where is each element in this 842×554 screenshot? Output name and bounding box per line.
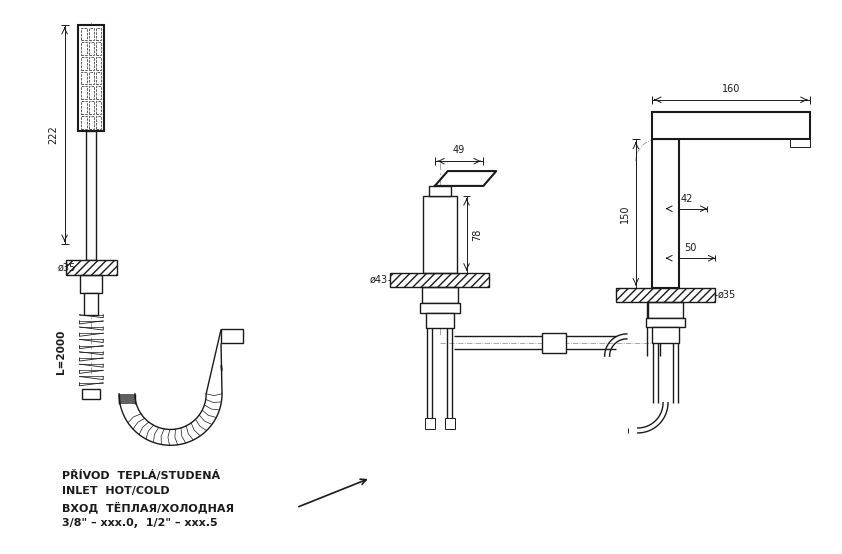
Bar	[96, 28, 101, 40]
Text: ВХОД  ТЁПЛАЯ/ХОЛОДНАЯ: ВХОД ТЁПЛАЯ/ХОЛОДНАЯ	[61, 502, 233, 514]
Bar	[82, 42, 87, 55]
Bar	[647, 302, 684, 317]
Bar	[96, 57, 101, 70]
Text: 50: 50	[684, 243, 696, 253]
Bar	[82, 101, 87, 114]
Bar	[88, 28, 94, 40]
Text: 3/8" – xxx.0,  1/2" – xxx.5: 3/8" – xxx.0, 1/2" – xxx.5	[61, 517, 217, 527]
Bar	[791, 140, 810, 147]
Bar	[652, 327, 679, 343]
Bar	[81, 275, 102, 293]
Bar	[652, 140, 679, 288]
Bar	[66, 260, 117, 275]
Bar	[616, 288, 715, 302]
Bar	[96, 86, 101, 99]
Bar	[88, 42, 94, 55]
Text: ø43: ø43	[369, 275, 387, 285]
Bar	[425, 418, 434, 429]
Bar	[82, 57, 87, 70]
Bar	[422, 287, 458, 302]
Text: ø35: ø35	[718, 290, 736, 300]
Bar	[420, 302, 460, 312]
Text: 49: 49	[453, 145, 466, 155]
Bar	[83, 389, 100, 399]
Bar	[96, 116, 101, 129]
Text: 160: 160	[722, 84, 740, 94]
Bar	[84, 293, 99, 315]
Bar	[82, 116, 87, 129]
Bar	[646, 317, 685, 327]
Bar	[88, 116, 94, 129]
Bar	[445, 418, 455, 429]
Bar	[541, 333, 566, 353]
Bar	[221, 330, 242, 343]
Bar	[78, 24, 104, 131]
Bar	[426, 312, 454, 329]
Text: 150: 150	[620, 204, 630, 223]
Text: ø35: ø35	[57, 263, 76, 273]
Bar	[82, 86, 87, 99]
Bar	[66, 260, 117, 275]
Text: PŘÍVOD  TEPLÁ/STUDENÁ: PŘÍVOD TEPLÁ/STUDENÁ	[61, 470, 220, 481]
Bar	[96, 42, 101, 55]
Bar	[88, 101, 94, 114]
Bar	[391, 273, 489, 287]
Bar	[391, 273, 489, 287]
Bar	[88, 86, 94, 99]
Bar	[429, 186, 450, 196]
Bar	[652, 112, 810, 140]
Bar	[88, 71, 94, 84]
Text: INLET  HOT/COLD: INLET HOT/COLD	[61, 486, 169, 496]
Bar	[82, 28, 87, 40]
Bar	[616, 288, 715, 302]
Text: 42: 42	[680, 194, 692, 204]
Text: 78: 78	[472, 228, 482, 240]
Bar	[88, 57, 94, 70]
Text: 222: 222	[49, 125, 59, 144]
Bar	[96, 101, 101, 114]
Bar	[423, 196, 456, 273]
Text: L=2000: L=2000	[56, 330, 66, 374]
Bar	[96, 71, 101, 84]
Bar	[87, 131, 96, 260]
Bar	[82, 71, 87, 84]
